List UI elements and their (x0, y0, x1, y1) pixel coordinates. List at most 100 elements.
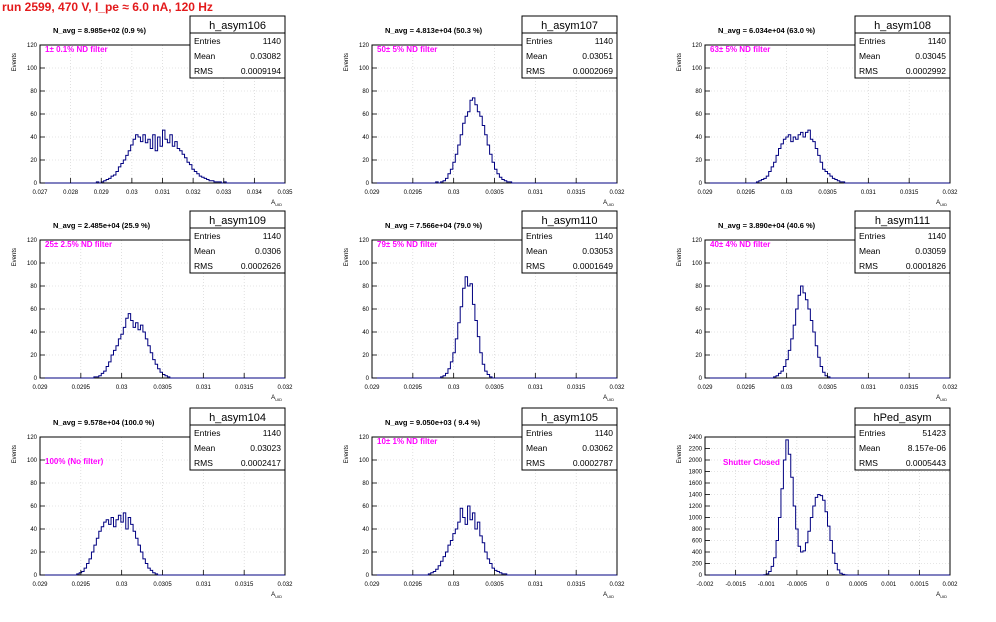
y-tick-label: 800 (692, 527, 703, 533)
histogram-line (372, 276, 617, 379)
x-tick-label: 0.0295 (72, 582, 91, 588)
histogram-panel-h_asym110: 0.029 0.0295 0.03 0.0305 0.031 0.0315 0.032 0 20… (344, 210, 625, 402)
x-tick-label: -0.001 (758, 582, 776, 588)
x-tick-label: 0.0305 (485, 190, 504, 196)
histogram-name: hPed_asym (873, 412, 931, 424)
stats-box (189, 407, 286, 471)
x-axis-label: AUID (936, 200, 947, 207)
y-tick-label: 100 (27, 261, 38, 267)
y-tick-label: 20 (695, 353, 702, 359)
x-axis-label-sub: UID (275, 397, 282, 402)
y-tick-label: 80 (362, 481, 369, 487)
y-tick-label: 20 (30, 353, 37, 359)
histogram-name: h_asym109 (209, 215, 266, 227)
y-tick-label: 0 (699, 573, 703, 579)
x-axis-label: AUID (936, 592, 947, 599)
y-tick-label: 1400 (689, 493, 703, 499)
y-tick-label: 60 (30, 307, 37, 313)
x-tick-label: 0.031 (861, 385, 877, 391)
y-tick-label: 120 (359, 238, 370, 244)
y-tick-label: 0 (699, 181, 703, 187)
x-axis-label-sub: UID (940, 202, 947, 207)
x-tick-label: 0.0005 (849, 582, 868, 588)
x-tick-label: 0.03 (126, 190, 138, 196)
y-tick-label: 40 (362, 527, 369, 533)
stat-label: RMS (526, 66, 545, 76)
x-tick-label: 0.029 (94, 190, 110, 196)
x-tick-label: -0.0005 (787, 582, 808, 588)
stat-label: Entries (526, 36, 552, 46)
y-tick-label: 60 (362, 307, 369, 313)
y-tick-label: 60 (362, 112, 369, 118)
filter-label: 50± 5% ND filter (377, 45, 437, 54)
stat-value: 0.0002417 (241, 458, 281, 468)
x-tick-label: 0.03 (781, 190, 793, 196)
stat-label: Entries (526, 231, 552, 241)
x-tick-label: 0.031 (528, 385, 544, 391)
y-tick-label: 20 (30, 158, 37, 164)
page-title: run 2599, 470 V, I_pe ≈ 6.0 nA, 120 Hz (2, 0, 213, 14)
stat-value: 1140 (263, 231, 282, 241)
stat-value: 1140 (263, 428, 282, 438)
stat-value: 0.03053 (582, 246, 613, 256)
x-tick-label: 0.002 (942, 582, 958, 588)
navg-label: N_avg = 8.985e+02 (0.9 %) (53, 26, 146, 35)
x-tick-label: 0.032 (277, 582, 293, 588)
stat-value: 51423 (922, 428, 946, 438)
y-tick-label: 20 (362, 550, 369, 556)
x-tick-label: 0.0315 (235, 582, 254, 588)
y-tick-label: 1600 (689, 481, 703, 487)
x-tick-label: 0.031 (155, 190, 171, 196)
x-tick-label: 0.029 (32, 582, 48, 588)
stats-box (854, 407, 951, 471)
stat-value: 0.03045 (915, 51, 946, 61)
y-tick-label: 1800 (689, 470, 703, 476)
x-tick-label: 0.0305 (818, 190, 837, 196)
x-tick-label: 0.03 (116, 582, 128, 588)
stat-value: 0.0002069 (573, 66, 613, 76)
y-tick-label: 0 (34, 573, 38, 579)
stat-label: Entries (859, 231, 885, 241)
y-tick-label: 20 (30, 550, 37, 556)
x-axis-label: AUID (936, 395, 947, 402)
y-tick-label: 0 (34, 376, 38, 382)
stats-box (521, 407, 618, 471)
y-tick-label: 2200 (689, 447, 703, 453)
x-tick-label: 0.0295 (404, 190, 423, 196)
x-tick-label: 0.029 (364, 385, 380, 391)
x-axis-label-sub: UID (275, 594, 282, 599)
x-tick-label: 0.0305 (818, 385, 837, 391)
filter-label: 40± 4% ND filter (710, 240, 770, 249)
x-tick-label: 0.029 (364, 190, 380, 196)
y-tick-label: 60 (30, 504, 37, 510)
y-tick-label: 20 (695, 158, 702, 164)
y-tick-label: 120 (692, 43, 703, 49)
y-tick-label: 100 (27, 458, 38, 464)
filter-label: 25± 2.5% ND filter (45, 240, 112, 249)
stat-value: 1140 (595, 428, 614, 438)
stat-label: Mean (859, 246, 881, 256)
x-axis-label-main: A (936, 395, 940, 401)
x-tick-label: 0.03 (448, 385, 460, 391)
y-tick-label: 120 (27, 43, 38, 49)
histogram-panel-h_asym108: 0.029 0.0295 0.03 0.0305 0.031 0.0315 0.032 0 20… (677, 15, 958, 207)
y-tick-label: 80 (362, 89, 369, 95)
x-axis-label-sub: UID (607, 594, 614, 599)
stat-value: 8.157e-06 (908, 443, 947, 453)
navg-label: N_avg = 7.566e+04 (79.0 %) (385, 221, 483, 230)
stat-label: RMS (859, 458, 878, 468)
stat-value: 1140 (595, 231, 614, 241)
x-tick-label: 0.0315 (567, 385, 586, 391)
y-axis-label: Events (677, 445, 683, 463)
histogram-panel-h_asym104: 0.029 0.0295 0.03 0.0305 0.031 0.0315 0.032 0 20… (12, 407, 293, 599)
x-tick-label: 0 (826, 582, 830, 588)
y-tick-label: 1000 (689, 516, 703, 522)
x-tick-label: 0.0295 (737, 385, 756, 391)
y-tick-label: 0 (34, 181, 38, 187)
y-tick-label: 40 (30, 527, 37, 533)
x-axis-label-sub: UID (275, 202, 282, 207)
navg-label: N_avg = 4.813e+04 (50.3 %) (385, 26, 483, 35)
y-axis-label: Events (344, 53, 350, 71)
x-axis-label-main: A (936, 200, 940, 206)
x-axis-label-main: A (271, 395, 275, 401)
